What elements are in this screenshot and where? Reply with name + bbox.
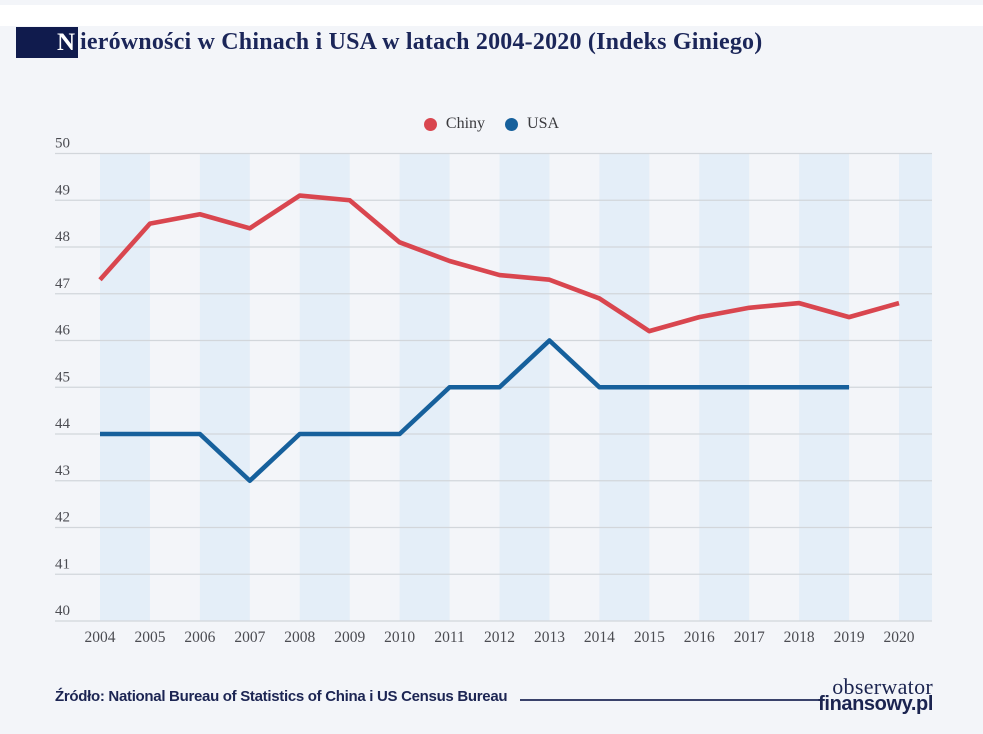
- x-axis-label: 2018: [784, 629, 815, 646]
- y-axis-label: 50: [55, 136, 70, 152]
- obserwator-finansowy-logo: obserwator finansowy.pl: [818, 674, 933, 715]
- top-strip: [0, 5, 983, 26]
- legend-item-chiny: Chiny: [423, 115, 486, 133]
- y-axis-label: 49: [55, 182, 70, 198]
- title-text: ierówności w Chinach i USA w latach 2004…: [80, 29, 763, 55]
- y-axis-label: 45: [55, 369, 70, 385]
- x-axis-label: 2010: [384, 629, 415, 646]
- y-axis-label: 42: [55, 510, 70, 526]
- series-line-usa: [100, 338, 850, 484]
- x-axis-label: 2020: [884, 629, 915, 646]
- y-axis-label: 43: [55, 463, 70, 479]
- y-axis-label: 47: [55, 276, 71, 292]
- x-axis-label: 2016: [684, 629, 715, 646]
- y-axis-label: 41: [55, 556, 70, 572]
- x-axis-label: 2013: [534, 629, 565, 646]
- legend-label-chiny: Chiny: [445, 115, 486, 132]
- page-title: N ierówności w Chinach i USA w latach 20…: [16, 27, 762, 58]
- x-axis-label: 2005: [134, 629, 165, 646]
- series-line-chiny: [98, 193, 900, 334]
- legend-item-usa: USA: [505, 115, 559, 133]
- y-axis-label: 48: [55, 229, 70, 245]
- logo-line-finansowy: finansowy.pl: [818, 693, 933, 715]
- legend-label-usa: USA: [527, 115, 560, 132]
- x-axis-label: 2014: [584, 629, 615, 646]
- logo-line-obserwator: obserwator: [832, 674, 933, 699]
- x-axis-label: 2012: [484, 629, 515, 646]
- chart-legend: Chiny USA: [0, 115, 983, 133]
- y-axis-label: 46: [55, 323, 71, 339]
- x-axis-label: 2017: [734, 629, 765, 646]
- title-first-letter: N: [56, 29, 75, 56]
- x-axis-label: 2007: [234, 629, 265, 646]
- title-accent-block: N: [16, 27, 78, 58]
- x-axis-label: 2004: [85, 629, 116, 646]
- x-axis-label: 2006: [184, 629, 215, 646]
- y-axis-label: 40: [55, 603, 70, 619]
- source-note: Źródło: National Bureau of Statistics of…: [55, 688, 508, 705]
- x-axis-label: 2011: [434, 629, 464, 646]
- usa-dot-icon: [505, 117, 519, 131]
- y-axis-label: 44: [55, 416, 71, 432]
- chiny-dot-icon: [423, 117, 437, 131]
- x-axis-label: 2009: [334, 629, 365, 646]
- x-axis-label: 2008: [284, 629, 315, 646]
- x-axis-label: 2019: [834, 629, 865, 646]
- footer-divider: [520, 699, 822, 701]
- x-axis-label: 2015: [634, 629, 665, 646]
